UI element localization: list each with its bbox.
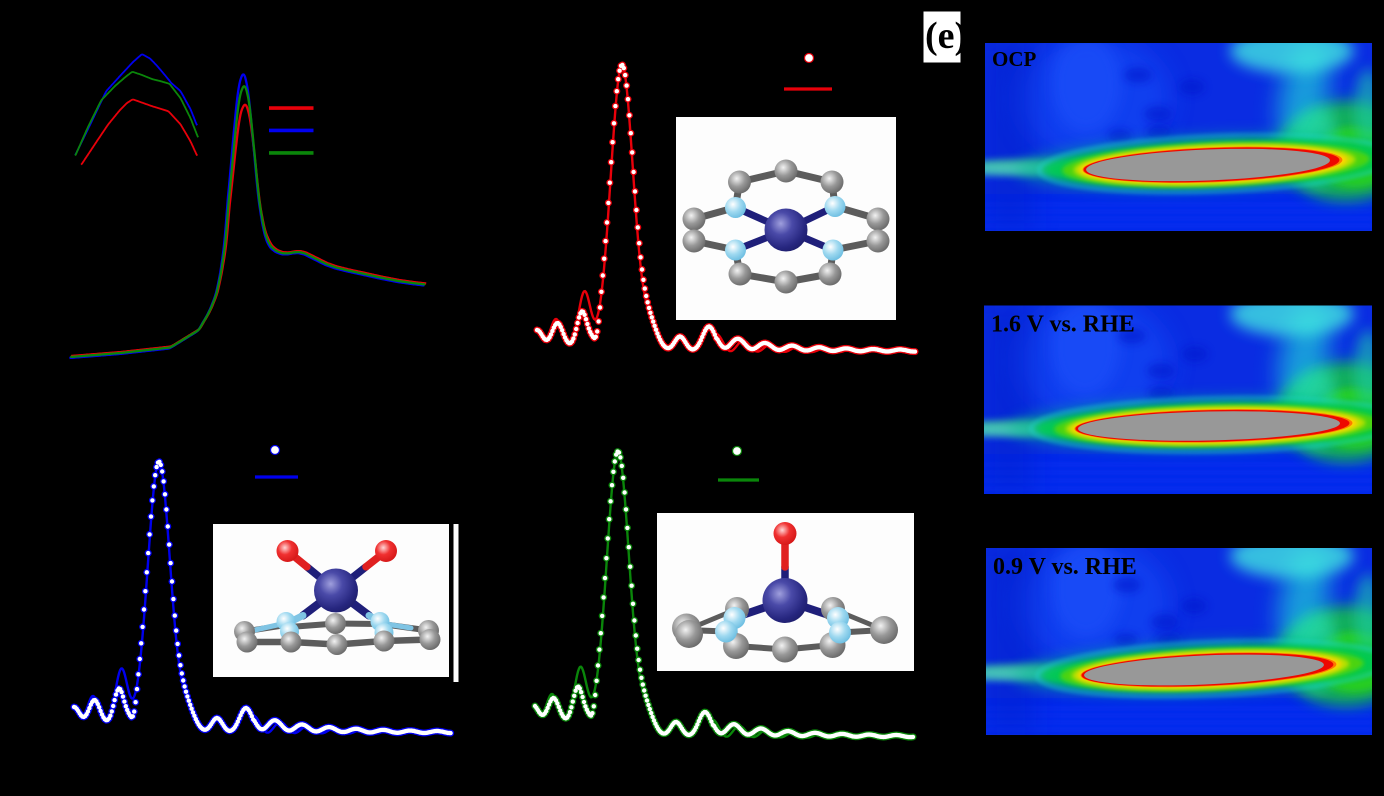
svg-text:1.6 V vs. RHE: 1.6 V vs. RHE: [991, 312, 1135, 338]
svg-text:(e): (e): [925, 15, 967, 57]
svg-text:OCP: OCP: [992, 47, 1037, 71]
svg-text:0.9 V vs. RHE: 0.9 V vs. RHE: [993, 554, 1137, 580]
